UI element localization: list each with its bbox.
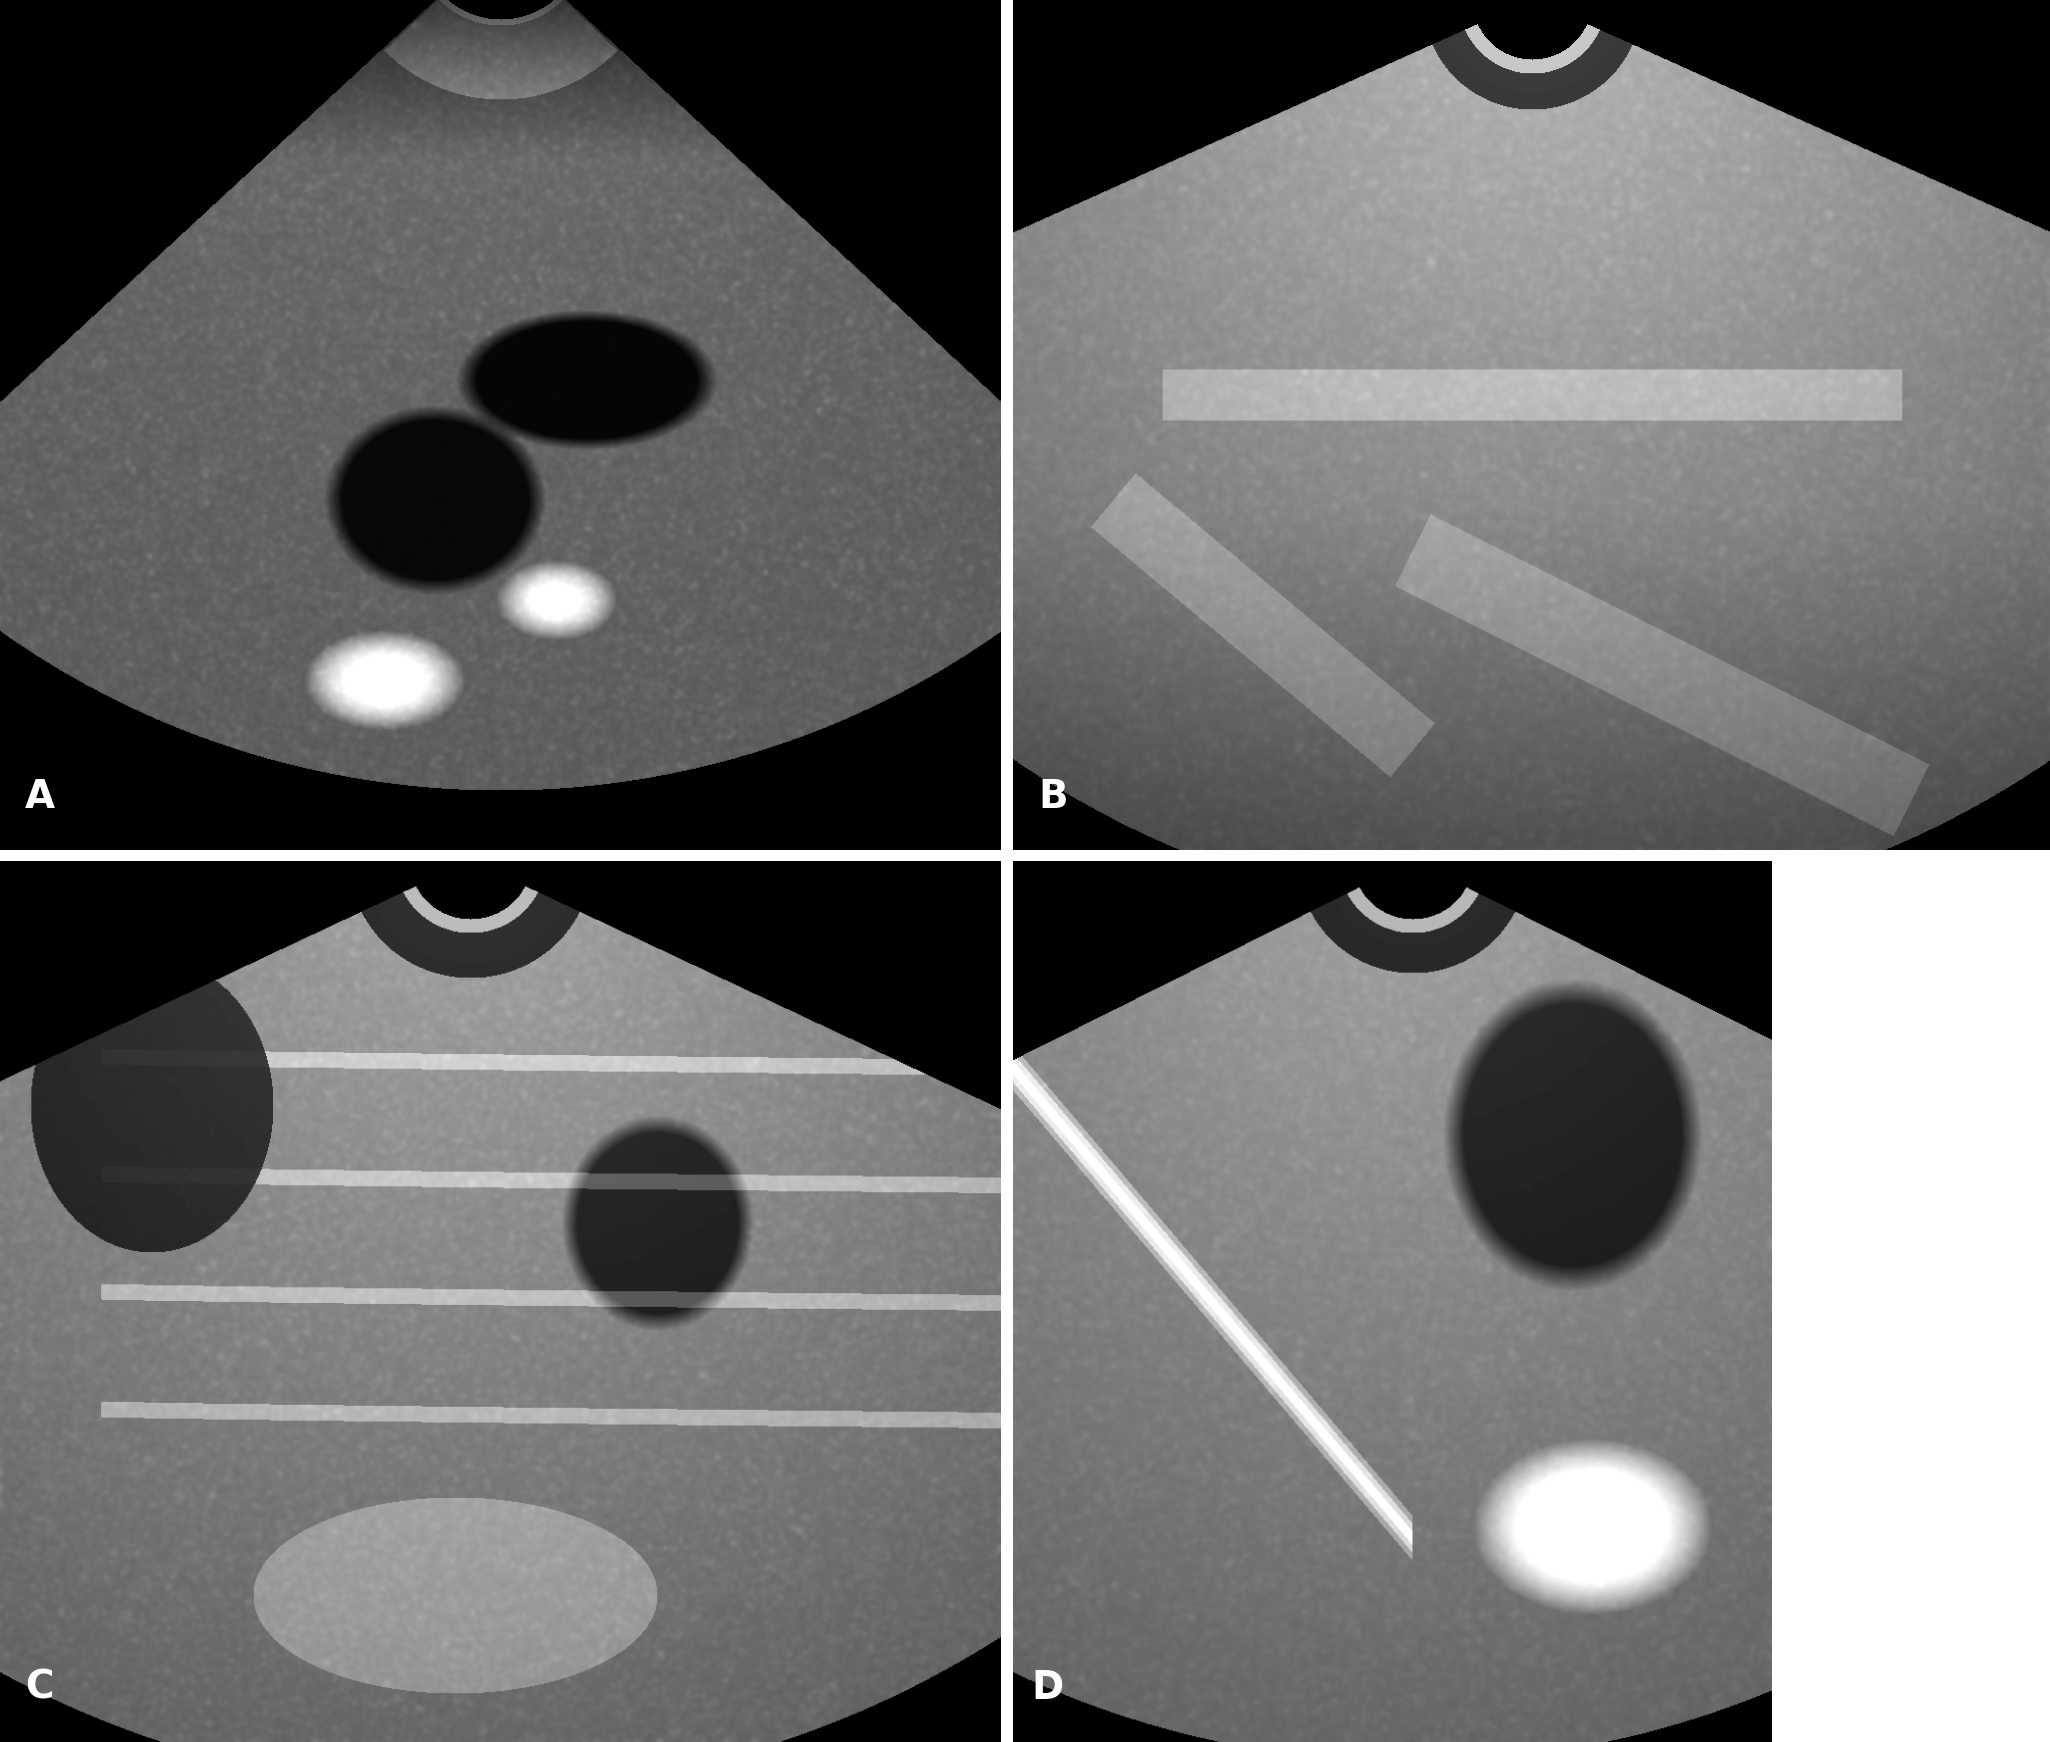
Text: B: B bbox=[1039, 779, 1068, 815]
Text: D: D bbox=[1031, 1669, 1064, 1707]
Text: C: C bbox=[25, 1669, 53, 1707]
Text: A: A bbox=[25, 779, 55, 815]
